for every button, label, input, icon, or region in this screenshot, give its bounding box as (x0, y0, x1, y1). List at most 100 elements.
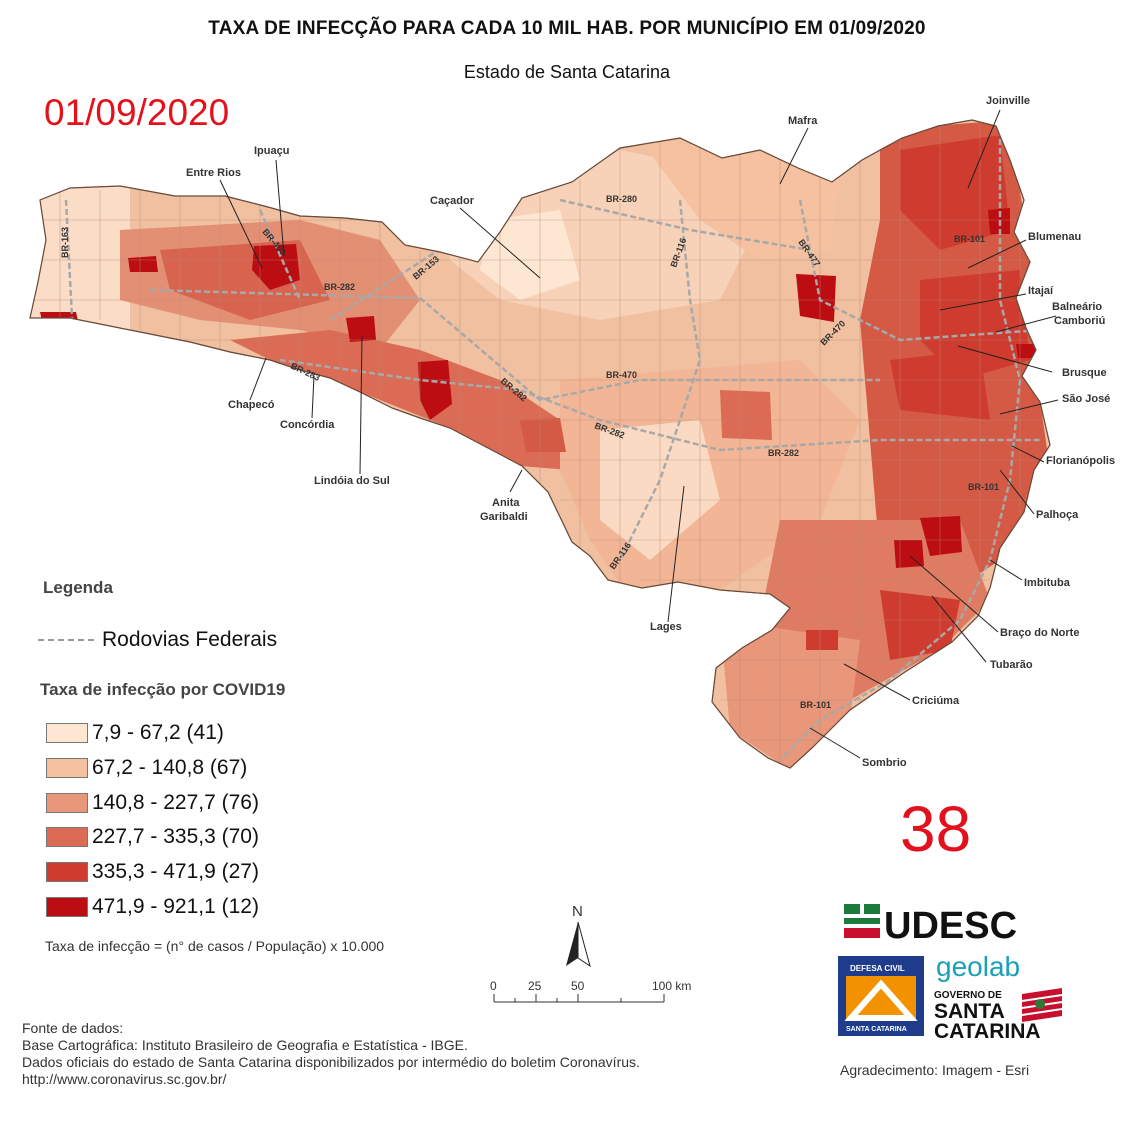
city-label: Itajaí (1028, 285, 1054, 297)
muni-mafra-south (796, 274, 836, 322)
city-label: Joinville (986, 95, 1030, 107)
class-swatch (46, 897, 88, 918)
city-label: Ipuaçu (254, 145, 289, 157)
class-swatch (46, 723, 88, 744)
class-label: 335,3 - 471,9 (27) (92, 860, 259, 883)
class-swatch (46, 862, 88, 883)
city-label: Balneário (1052, 301, 1102, 313)
city-label: Lages (650, 621, 682, 633)
date-stamp: 01/09/2020 (44, 92, 230, 133)
muni-central (720, 390, 772, 440)
city-label: Lindóia do Sul (314, 475, 390, 487)
city-labels: Joinville Mafra Ipuaçu Entre Rios Caçado… (186, 95, 1115, 769)
municipality-shading (30, 120, 1050, 768)
road-label: BR-280 (606, 194, 637, 204)
city-label: Palhoça (1036, 509, 1079, 521)
data-source: Fonte de dados: Base Cartográfica: Insti… (22, 1020, 640, 1088)
class-swatch (46, 793, 88, 814)
acknowledgement: Agradecimento: Imagem - Esri (840, 1062, 1030, 1078)
dashed-road-icon (38, 639, 94, 642)
leader-lines (219, 109, 1059, 759)
city-label: Camboriú (1054, 315, 1105, 327)
city-label: Brusque (1062, 367, 1107, 379)
road-label: BR-101 (968, 482, 999, 492)
city-label: Florianópolis (1046, 455, 1115, 467)
muni-ipuacu (252, 244, 300, 290)
muni-lindoia (346, 316, 376, 342)
north-label: N (572, 903, 583, 920)
municipal-borders (30, 120, 1048, 766)
gov-line2: SANTA (934, 1000, 1005, 1023)
gov-line3: CATARINA (934, 1020, 1041, 1043)
state-border (29, 119, 1051, 769)
road-label: BR-282 (768, 448, 799, 458)
city-label: Garibaldi (480, 511, 528, 523)
udesc-text: UDESC (884, 905, 1017, 947)
scale-tick-label: 25 (528, 979, 542, 993)
scale-tick-label: 50 (571, 979, 585, 993)
geolab-logo: geolab (936, 951, 1020, 982)
region-far-south (720, 620, 860, 768)
formula-note: Taxa de infecção = (n° de casos / Popula… (45, 938, 385, 954)
city-label: Criciúma (912, 695, 960, 707)
class-label: 227,7 - 335,3 (70) (92, 825, 259, 848)
muni-brusque-coast (1016, 344, 1036, 358)
city-label: Mafra (788, 115, 818, 127)
class-swatch (46, 827, 88, 848)
source-line: Base Cartográfica: Instituto Brasileiro … (22, 1037, 468, 1053)
figure-number: 38 (900, 793, 972, 865)
region-itajai (920, 270, 1030, 380)
muni-palhoca-inland (920, 516, 962, 556)
map-subtitle: Estado de Santa Catarina (463, 62, 671, 82)
governo-sc-logo: GOVERNO DE SANTA CATARINA (934, 988, 1063, 1043)
region-joinville (900, 135, 1010, 250)
muni-anita (520, 418, 566, 452)
class-item: 227,7 - 335,3 (70) (46, 824, 259, 850)
class-item: 7,9 - 67,2 (41) (46, 720, 224, 746)
udesc-logo: UDESC (844, 904, 1017, 947)
muni-concordia-area (418, 360, 452, 420)
source-line: Dados oficiais do estado de Santa Catari… (22, 1054, 640, 1070)
road-label: BR-101 (800, 700, 831, 710)
region-cacador-light (480, 210, 580, 300)
scale-bar (493, 994, 665, 1003)
defesa-top-text: DEFESA CIVIL (850, 964, 905, 973)
road-label: BR-470 (606, 370, 637, 380)
city-label: Braço do Norte (1000, 627, 1079, 639)
classes-title: Taxa de infecção por COVID19 (40, 680, 286, 699)
north-arrow: N (566, 903, 591, 968)
source-link[interactable]: http://www.coronavirus.sc.gov.br/ (22, 1071, 227, 1087)
city-label: Entre Rios (186, 167, 241, 179)
city-label: Imbituba (1024, 577, 1071, 589)
north-arrow-right (577, 921, 591, 968)
class-swatch (46, 758, 88, 779)
roads-legend-label: Rodovias Federais (102, 628, 278, 651)
scale-tick-label: 100 km (652, 979, 691, 993)
muni-south-dark (806, 630, 838, 650)
class-item: 335,3 - 471,9 (27) (46, 859, 259, 885)
city-label: Tubarão (990, 659, 1033, 671)
gov-line1: GOVERNO DE (934, 990, 1002, 1001)
city-label: Blumenau (1028, 231, 1081, 243)
defesa-bottom-text: SANTA CATARINA (846, 1026, 907, 1033)
region-br282 (230, 330, 570, 470)
roads-legend: Rodovias Federais (38, 628, 277, 652)
region-west (30, 180, 130, 330)
source-line: Fonte de dados: (22, 1020, 124, 1036)
city-label: Caçador (430, 195, 475, 207)
class-label: 7,9 - 67,2 (41) (92, 721, 224, 744)
city-label: Sombrio (862, 757, 907, 769)
muni-entre-rios (128, 256, 158, 272)
scale-tick-label: 0 (490, 979, 497, 993)
class-item: 140,8 - 227,7 (76) (46, 790, 259, 816)
class-label: 67,2 - 140,8 (67) (92, 756, 248, 779)
city-label: Chapecó (228, 399, 275, 411)
legend-title: Legenda (43, 578, 113, 597)
scale-labels: 0 25 50 100 km (490, 979, 691, 993)
class-item: 67,2 - 140,8 (67) (46, 755, 247, 781)
defesa-civil-logo: DEFESA CIVIL SANTA CATARINA (838, 956, 924, 1036)
north-arrow-left (566, 922, 578, 966)
class-label: 140,8 - 227,7 (76) (92, 791, 259, 814)
region-tubarao (880, 590, 960, 660)
